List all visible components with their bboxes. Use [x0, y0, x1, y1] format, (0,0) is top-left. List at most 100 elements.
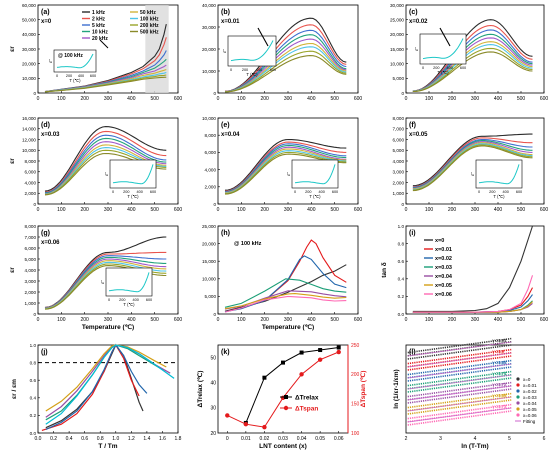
y-tick-label-b: 40,000: [202, 3, 216, 8]
y-tick-label-h: 10,000: [202, 277, 216, 282]
y-tick-label-d: 4,000: [25, 180, 37, 185]
inset-y-label-g: ε'': [100, 280, 105, 284]
y-tick-label-a: 50,000: [22, 17, 36, 22]
series-line-h: [224, 293, 347, 310]
x-axis-label-k: LNT content (x): [259, 443, 307, 450]
legend-label-k: ΔTrelax: [295, 395, 319, 402]
y-tick-label-f: 4,000: [393, 159, 405, 164]
legend-label-k: ΔTspan: [295, 406, 318, 413]
inset-y-label-c: ε'': [414, 47, 419, 51]
x-axis-label-h: Temperature (℃): [262, 323, 314, 331]
y-tick-label-c: 0: [401, 91, 404, 96]
series-line-i: [412, 225, 534, 312]
y-tick-label-j: 0.6: [30, 378, 37, 383]
y-tick-label-f: 5,000: [393, 148, 405, 153]
plot-frame-f: [405, 117, 545, 205]
series-line-h: [224, 264, 347, 312]
series-line-e-3: [224, 144, 347, 193]
plot-frame-j: [37, 344, 179, 434]
fitting-line-l: [407, 385, 512, 401]
inset-x-tick-b: 600: [270, 68, 276, 72]
series-line-b-8: [224, 55, 347, 93]
x-axis-label-g: Temperature (℃): [82, 323, 134, 331]
plot-frame-i: [405, 225, 545, 315]
inset-x-tick-g: 0: [108, 298, 110, 302]
y-tick-label-a: 60,000: [22, 3, 36, 8]
y-tick-label-b: 20,000: [202, 47, 216, 52]
x-tick-label-d: 400: [127, 207, 136, 213]
y-axis-label-a: εr: [9, 46, 16, 52]
inset-frame-g: [105, 267, 153, 297]
x-tick-label-i: 200: [448, 317, 457, 323]
inset-x-label-d: T (℃): [127, 194, 139, 199]
y-axis-label-d: εr: [9, 158, 16, 164]
legend-label-i: x=0.06: [435, 292, 452, 298]
x-tick-label-d: 100: [57, 207, 66, 213]
y-tick-label-e: 10,000: [202, 116, 216, 121]
x-tick-label-j: 1.4: [143, 436, 150, 442]
y2-tick-label-k: 150: [351, 401, 360, 407]
legend-label-i: x=0.03: [435, 265, 452, 271]
y-tick-label-f: 8,000: [393, 116, 405, 121]
x-tick-label-l: 4: [474, 436, 477, 442]
y-axis-label-l: ln (1/εr-1/εm): [393, 369, 400, 408]
y-tick-label-g: 1,000: [25, 301, 37, 306]
fitting-line-l: [407, 363, 512, 379]
x-tick-label-k: 0.04: [297, 436, 307, 442]
inset-curve-b: [230, 40, 274, 62]
x-tick-label-d: 600: [174, 207, 183, 213]
x-tick-label-a: 600: [174, 96, 183, 102]
x-tick-label-h: 600: [354, 317, 363, 323]
gamma-label-l: γ =1.85: [492, 360, 507, 365]
series-line-d-0: [44, 126, 167, 192]
x-tick-label-e: 400: [307, 207, 316, 213]
inset-x-label-b: T (℃): [246, 72, 258, 77]
y-tick-label-k: 50: [210, 355, 216, 361]
legend-label: 50 kHz: [140, 10, 156, 16]
x-tick-label-f: 600: [540, 207, 549, 213]
arrow-line-c: [439, 27, 451, 47]
frequency-annotation-h: @ 100 kHz: [234, 241, 262, 247]
series-line-j: [45, 343, 144, 429]
plot-frame-l: [405, 344, 545, 434]
x-tick-label-c: 200: [448, 96, 457, 102]
inset-frame-b: [227, 35, 277, 67]
legend-label-i: x=0.04: [435, 274, 453, 280]
x-tick-label-d: 0: [37, 207, 40, 213]
inset-x-tick-d: 600: [150, 190, 156, 194]
y-tick-label-a: 30,000: [22, 47, 36, 52]
inset-x-tick-d: 400: [136, 190, 142, 194]
composition-label-g: x=0.06: [41, 240, 60, 246]
data-point-k: [336, 345, 341, 350]
y2-tick-label-k: 100: [351, 431, 360, 437]
y-tick-label-d: 2,000: [25, 191, 37, 196]
y-tick-label-c: 25,000: [390, 17, 404, 22]
legend-label-i: x=0.02: [435, 256, 452, 262]
y-tick-label-i: 0.2: [398, 294, 405, 299]
x-tick-label-b: 200: [260, 96, 269, 102]
legend-label-i: x=0.01: [435, 247, 452, 253]
y-tick-label-f: 0: [401, 202, 404, 207]
legend-marker-l: [516, 383, 520, 387]
legend-label-l: x=0.01: [523, 383, 537, 388]
inset-x-tick-b: 400: [256, 68, 262, 72]
legend-label-l: x=0.05: [523, 407, 537, 412]
y-tick-label-c: 15,000: [390, 47, 404, 52]
series-line-c-2: [412, 29, 533, 92]
legend-label: 2 kHz: [92, 16, 106, 22]
legend-label-l: x=0.03: [523, 395, 537, 400]
inset-curve-a: [56, 53, 94, 69]
y-tick-label-d: 6,000: [25, 170, 37, 175]
arrow-line-a: [99, 39, 109, 49]
inset-x-tick-a: 0: [56, 74, 58, 78]
series-line-d-1: [44, 130, 167, 193]
y-tick-label-c: 30,000: [390, 3, 404, 8]
x-tick-label-a: 200: [80, 96, 89, 102]
inset-x-tick-d: 0: [112, 190, 114, 194]
y-tick-label-a: 10,000: [22, 76, 36, 81]
data-point-k: [262, 424, 267, 430]
data-point-k: [262, 375, 267, 380]
x-tick-label-h: 0: [217, 317, 220, 323]
inset-x-tick-b: 0: [230, 68, 232, 72]
x-tick-label-i: 500: [517, 317, 526, 323]
